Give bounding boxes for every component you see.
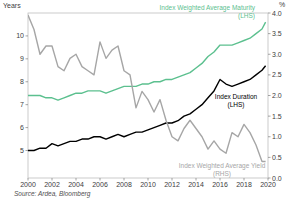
y2-tick-label: 1.0	[272, 133, 282, 140]
series-label-line: (LHS)	[238, 12, 255, 20]
y2-tick-label: 2.0	[272, 92, 282, 99]
x-tick-label: 2008	[116, 181, 132, 188]
y-tick	[26, 81, 29, 82]
y-tick	[26, 104, 29, 105]
x-tick-label: 2016	[212, 181, 228, 188]
series-line	[28, 22, 266, 100]
y2-tick-label: 4.0	[272, 10, 282, 17]
y-tick	[26, 35, 29, 36]
series-label-line: (LHS)	[228, 101, 245, 109]
x-tick-label: 2012	[164, 181, 180, 188]
y2-tick	[268, 116, 271, 117]
x-tick-label: 2014	[188, 181, 204, 188]
series-label-line: (RHS)	[213, 170, 231, 178]
y2-tick	[268, 74, 271, 75]
series-group	[28, 15, 266, 161]
x-tick-label: 2020	[260, 181, 276, 188]
series-label: Index Duration(LHS)	[215, 93, 258, 109]
x-tick-label: 2000	[20, 181, 36, 188]
y2-tick	[268, 33, 271, 34]
series-label: Index Weighted Average Maturity(LHS)	[159, 4, 255, 20]
y-tick	[26, 127, 29, 128]
y-axis-label: Years	[3, 2, 21, 9]
y2-tick-label: 3.0	[272, 51, 282, 58]
y2-tick-label: 2.5	[272, 71, 282, 78]
x-tick-label: 2006	[92, 181, 108, 188]
series-line	[28, 15, 266, 161]
chart: 2000 2002 2004 2006 2008 2010 2012 2014 2016 2018…	[0, 0, 300, 198]
y2-tick	[268, 178, 271, 179]
x-tick-label: 2018	[236, 181, 252, 188]
y-tick-label: 6	[20, 124, 24, 131]
y2-tick	[268, 13, 271, 14]
series-label: Index Weighted Average Yield(RHS)	[179, 162, 266, 178]
plot-frame	[28, 13, 268, 178]
y2-tick	[268, 157, 271, 158]
series-label-line: Index Weighted Average Yield	[179, 162, 266, 170]
y-tick-label: 8	[20, 78, 24, 85]
y-tick	[26, 58, 29, 59]
y2-tick-label: 1.5	[272, 113, 282, 120]
y2-tick-label: 0.0	[272, 175, 282, 182]
source-note: Source: Ardea, Bloomberg	[14, 190, 91, 198]
y2-tick	[268, 95, 271, 96]
y2-axis-label: %	[279, 1, 285, 8]
x-tick-label: 2002	[44, 181, 60, 188]
y2-tick	[268, 136, 271, 137]
y2-tick	[268, 54, 271, 55]
y-tick	[26, 150, 29, 151]
x-tick-label: 2010	[140, 181, 156, 188]
y-tick-label: 5	[20, 147, 24, 154]
y2-tick-label: 3.5	[272, 30, 282, 37]
x-tick-label: 2004	[68, 181, 84, 188]
y-tick-label: 7	[20, 101, 24, 108]
y-tick-label: 10	[16, 32, 24, 39]
y2-tick-label: 0.5	[272, 154, 282, 161]
y-tick-label: 9	[20, 55, 24, 62]
series-label-line: Index Duration	[215, 93, 258, 100]
series-label-line: Index Weighted Average Maturity	[159, 4, 255, 12]
